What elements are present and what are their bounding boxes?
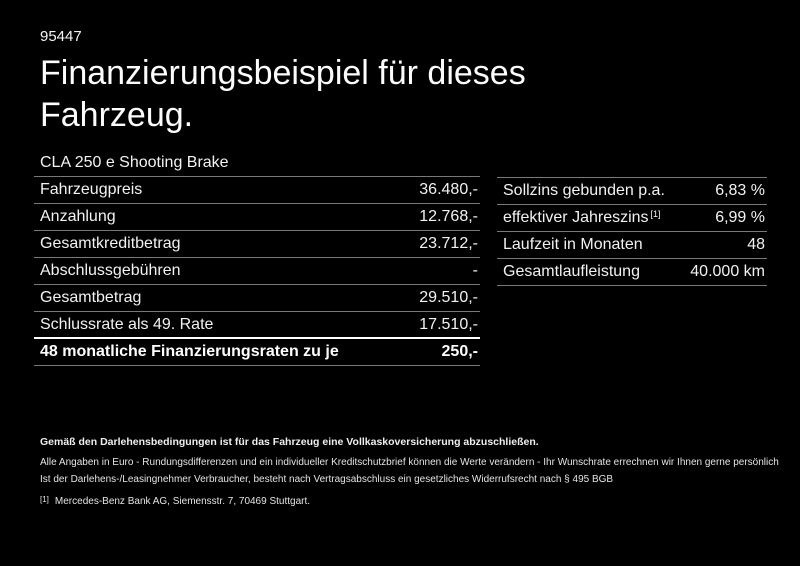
table-row-laufzeit: Laufzeit in Monaten 48 <box>497 232 767 259</box>
table-row-abschlussgebuehren: Abschlussgebühren - <box>34 258 480 285</box>
disclaimer-line-2: Ist der Darlehens-/Leasingnehmer Verbrau… <box>40 474 614 485</box>
footnote-marker: [1] <box>40 495 49 504</box>
row-label: Gesamtlaufleistung <box>503 263 640 280</box>
row-value: 23.712,- <box>419 235 478 252</box>
conditions-table: Sollzins gebunden p.a. 6,83 % effektiver… <box>497 177 767 366</box>
row-value: 6,83 % <box>715 182 765 199</box>
tables-area: CLA 250 e Shooting Brake Fahrzeugpreis 3… <box>34 150 767 366</box>
table-row-effektiver-jahreszins: effektiver Jahreszins [1] 6,99 % <box>497 205 767 232</box>
row-label: Fahrzeugpreis <box>40 181 143 198</box>
footnote-text: Mercedes-Benz Bank AG, Siemensstr. 7, 70… <box>54 496 311 507</box>
table-row-gesamtkreditbetrag: Gesamtkreditbetrag 23.712,- <box>34 231 480 258</box>
row-value: 40.000 km <box>690 263 765 280</box>
table-row-gesamtbetrag: Gesamtbetrag 29.510,- <box>34 285 480 312</box>
row-value: 48 <box>747 236 765 253</box>
row-value: 6,99 % <box>715 209 765 226</box>
table-row-sollzins: Sollzins gebunden p.a. 6,83 % <box>497 178 767 205</box>
table-row-gesamtlaufleistung: Gesamtlaufleistung 40.000 km <box>497 259 767 286</box>
row-value: 36.480,- <box>419 181 478 198</box>
disclaimer-line-1: Alle Angaben in Euro - Rundungsdifferenz… <box>40 457 779 468</box>
row-label: Anzahlung <box>40 208 116 225</box>
row-value: 29.510,- <box>419 289 478 306</box>
reference-number: 95447 <box>40 28 82 45</box>
row-label: Gesamtbetrag <box>40 289 142 306</box>
bank-footnote: [1] Mercedes-Benz Bank AG, Siemensstr. 7,… <box>40 492 785 509</box>
page-title-line2: Fahrzeug. <box>40 96 194 134</box>
insurance-note: Gemäß den Darlehensbedingungen ist für d… <box>40 436 539 448</box>
row-value: - <box>472 262 478 279</box>
row-label: Abschlussgebühren <box>40 262 181 279</box>
row-value: 17.510,- <box>419 315 478 333</box>
finance-table: CLA 250 e Shooting Brake Fahrzeugpreis 3… <box>34 150 480 366</box>
row-label: effektiver Jahreszins [1] <box>503 209 661 226</box>
row-label: Schlussrate als 49. Rate <box>40 315 214 333</box>
row-label: Laufzeit in Monaten <box>503 236 643 253</box>
table-row-schlussrate: Schlussrate als 49. Rate 17.510,- <box>34 312 480 339</box>
legal-footer: Gemäß den Darlehensbedingungen ist für d… <box>40 436 785 509</box>
table-row-anzahlung: Anzahlung 12.768,- <box>34 204 480 231</box>
footnote-ref: [1] <box>650 209 661 219</box>
row-value: 250,- <box>441 343 478 360</box>
row-value: 12.768,- <box>419 208 478 225</box>
row-label: Gesamtkreditbetrag <box>40 235 181 252</box>
page-title: Finanzierungsbeispiel für dieses Fahrzeu… <box>40 52 526 136</box>
row-label: Sollzins gebunden p.a. <box>503 182 665 199</box>
row-label: 48 monatliche Finanzierungsraten zu je <box>40 343 339 360</box>
table-row-monatsrate-total: 48 monatliche Finanzierungsraten zu je 2… <box>34 339 480 366</box>
vehicle-model-header: CLA 250 e Shooting Brake <box>34 150 480 177</box>
table-row-fahrzeugpreis: Fahrzeugpreis 36.480,- <box>34 177 480 204</box>
page-title-line1: Finanzierungsbeispiel für dieses <box>40 54 526 92</box>
